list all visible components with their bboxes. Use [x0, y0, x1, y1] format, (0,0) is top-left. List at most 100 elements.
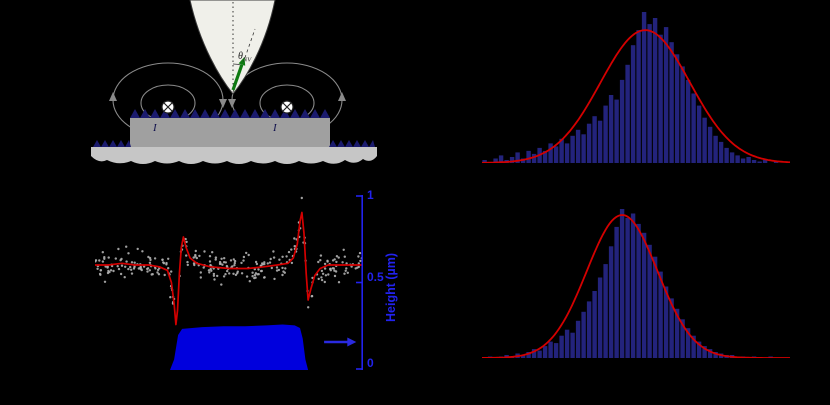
scatter-dot — [146, 267, 149, 271]
histogram-bar — [575, 320, 581, 358]
scatter-dot — [329, 267, 332, 271]
roughness-strip-top — [130, 109, 330, 118]
histogram-bar — [548, 143, 553, 163]
scatter-dot — [357, 262, 360, 265]
scatter-dot — [266, 262, 269, 265]
scatter-dot — [293, 237, 296, 240]
scatter-dot — [220, 283, 223, 286]
histogram-bar — [641, 12, 647, 163]
histogram-bar — [630, 213, 636, 358]
scatter-dot — [186, 260, 189, 264]
scatter-dot — [162, 262, 166, 265]
histogram-bar — [559, 138, 564, 163]
scatter-dot — [270, 266, 273, 270]
field-arrow-icon — [228, 99, 236, 108]
histogram-bar — [713, 135, 718, 163]
histogram-bar — [603, 105, 608, 163]
current-label-left: I — [152, 122, 158, 134]
histogram-bar — [619, 79, 625, 163]
scatter-dot — [229, 259, 233, 262]
histogram-bar — [680, 319, 685, 358]
histogram-bar — [614, 226, 619, 358]
scatter-dot — [153, 257, 157, 260]
scatter-dot — [337, 256, 340, 259]
scatter-dot — [254, 260, 258, 264]
scatter-dot — [281, 266, 284, 270]
histogram-bar — [707, 349, 713, 358]
scatter-dot — [149, 258, 152, 262]
gaussian-fit-curve — [482, 29, 790, 163]
histogram-bar — [625, 217, 630, 358]
current-label-right: I — [272, 122, 278, 134]
height-profile-path — [95, 324, 363, 370]
scatter-dot — [167, 257, 170, 260]
gaussian-fit-curve — [482, 214, 790, 358]
histogram-bottom-panel — [482, 209, 790, 358]
scatter-dot — [140, 268, 143, 272]
scatter-dot — [186, 263, 189, 267]
scatter-dot — [357, 255, 360, 258]
scatter-dot — [236, 270, 239, 273]
scatter-dot — [248, 280, 251, 283]
scatter-dot — [185, 254, 188, 257]
histogram-bar — [691, 335, 696, 358]
scatter-dot — [260, 269, 263, 273]
scatter-dot — [151, 273, 154, 276]
scatter-dot — [208, 255, 212, 258]
histogram-bar — [537, 350, 542, 358]
scatter-dot — [240, 272, 244, 275]
scatter-dot — [107, 269, 110, 273]
scatter-dot — [233, 261, 236, 265]
scatter-dot — [214, 258, 217, 261]
field-line-arrows — [109, 92, 346, 108]
scatter-dot — [133, 265, 136, 269]
scatter-dot — [356, 266, 359, 269]
histogram-bar — [608, 95, 614, 163]
histogram-bar — [658, 271, 663, 358]
histogram-bar — [674, 308, 680, 358]
histogram-bar — [570, 135, 575, 163]
histogram-bar — [746, 157, 751, 163]
histogram-bar — [520, 158, 526, 163]
scatter-dot — [220, 257, 223, 260]
scatter-dot — [320, 276, 323, 279]
scatter-dot — [317, 277, 320, 281]
histogram-bar — [724, 147, 729, 163]
histogram-bar — [619, 209, 625, 358]
scatter-dot — [106, 271, 110, 275]
histogram-bar — [553, 343, 559, 358]
scatter-dot — [307, 306, 310, 309]
scatter-dot — [124, 265, 127, 268]
scatter-dot — [269, 257, 272, 261]
histogram-bar — [625, 64, 630, 163]
scatter-dot — [358, 251, 362, 255]
histogram-bar — [597, 277, 603, 358]
histogram-bar — [526, 352, 531, 358]
scatter-dot — [141, 250, 144, 253]
arrow-head-icon — [347, 337, 357, 347]
scatter-points — [95, 196, 363, 309]
scatter-dot — [272, 250, 275, 253]
scatter-dot — [199, 271, 202, 274]
scatter-dot — [203, 250, 206, 253]
scatter-dot — [213, 278, 216, 281]
scatter-dot — [146, 270, 149, 273]
scatter-dot — [290, 248, 293, 251]
scatter-dot — [251, 271, 254, 274]
scatter-dot — [224, 261, 227, 264]
scatter-dot — [333, 274, 337, 278]
histogram-bar — [696, 341, 702, 358]
nv-axis-dashed-line — [232, 28, 256, 93]
histogram-bar — [696, 105, 702, 163]
roughness-substrate-right — [329, 140, 375, 147]
scatter-dot — [228, 272, 231, 275]
scatter-dot — [106, 266, 109, 269]
scatter-dot — [256, 273, 259, 276]
scatter-dot — [167, 267, 170, 270]
scatter-dot — [125, 245, 128, 248]
scatter-dot — [242, 259, 245, 262]
substrate — [91, 147, 377, 164]
scatter-dot — [331, 259, 335, 262]
scatter-dot — [263, 276, 266, 279]
histogram-bar — [586, 301, 592, 358]
